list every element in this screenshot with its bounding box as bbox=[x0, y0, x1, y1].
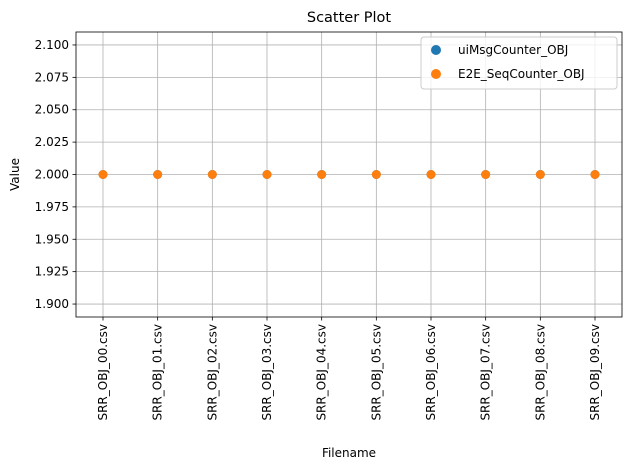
scatter-point-1 bbox=[317, 170, 327, 179]
y-tick-label: 2.100 bbox=[35, 38, 69, 52]
y-tick-label: 2.050 bbox=[35, 103, 69, 117]
scatter-point-1 bbox=[153, 170, 163, 179]
legend-label-1: E2E_SeqCounter_OBJ bbox=[458, 67, 585, 81]
legend-box bbox=[420, 36, 618, 90]
y-tick-label: 2.025 bbox=[35, 135, 69, 149]
y-tick-label: 1.950 bbox=[35, 232, 69, 246]
legend-label-0: uiMsgCounter_OBJ bbox=[458, 43, 568, 57]
y-tick-label: 1.925 bbox=[35, 265, 69, 279]
scatter-point-1 bbox=[535, 170, 545, 179]
y-tick-label: 2.075 bbox=[35, 70, 69, 84]
x-tick-label: SRR_OBJ_07.csv bbox=[479, 324, 493, 421]
data-points bbox=[98, 170, 600, 179]
x-tick-label: SRR_OBJ_08.csv bbox=[533, 324, 547, 421]
x-axis-label: Filename bbox=[322, 446, 376, 460]
legend-marker-1 bbox=[431, 69, 441, 79]
y-tick-label: 2.000 bbox=[35, 168, 69, 182]
legend-marker-0 bbox=[431, 45, 441, 55]
x-tick-label: SRR_OBJ_06.csv bbox=[424, 324, 438, 421]
scatter-point-1 bbox=[590, 170, 600, 179]
x-tick-label: SRR_OBJ_03.csv bbox=[260, 324, 274, 421]
y-tick-label: 1.900 bbox=[35, 297, 69, 311]
x-tick-label: SRR_OBJ_05.csv bbox=[369, 324, 383, 421]
scatter-point-1 bbox=[371, 170, 381, 179]
x-tick-label: SRR_OBJ_09.csv bbox=[588, 324, 602, 421]
x-tick-label: SRR_OBJ_02.csv bbox=[205, 324, 219, 421]
legend: uiMsgCounter_OBJ E2E_SeqCounter_OBJ bbox=[420, 36, 618, 90]
scatter-point-1 bbox=[98, 170, 108, 179]
x-tick-label: SRR_OBJ_00.csv bbox=[96, 324, 110, 421]
plot-frame bbox=[75, 31, 623, 318]
scatter-point-1 bbox=[426, 170, 436, 179]
scatter-point-1 bbox=[207, 170, 217, 179]
axis-ticks: SRR_OBJ_00.csv SRR_OBJ_01.csv SRR_OBJ_02.c… bbox=[35, 38, 602, 421]
scatter-point-1 bbox=[262, 170, 272, 179]
x-tick-label: SRR_OBJ_04.csv bbox=[315, 324, 329, 421]
grid bbox=[76, 32, 622, 317]
x-tick-label: SRR_OBJ_01.csv bbox=[151, 324, 165, 421]
y-tick-label: 1.975 bbox=[35, 200, 69, 214]
y-axis-label: Value bbox=[8, 158, 22, 191]
scatter-point-1 bbox=[481, 170, 491, 179]
chart-title: Scatter Plot bbox=[307, 10, 392, 26]
